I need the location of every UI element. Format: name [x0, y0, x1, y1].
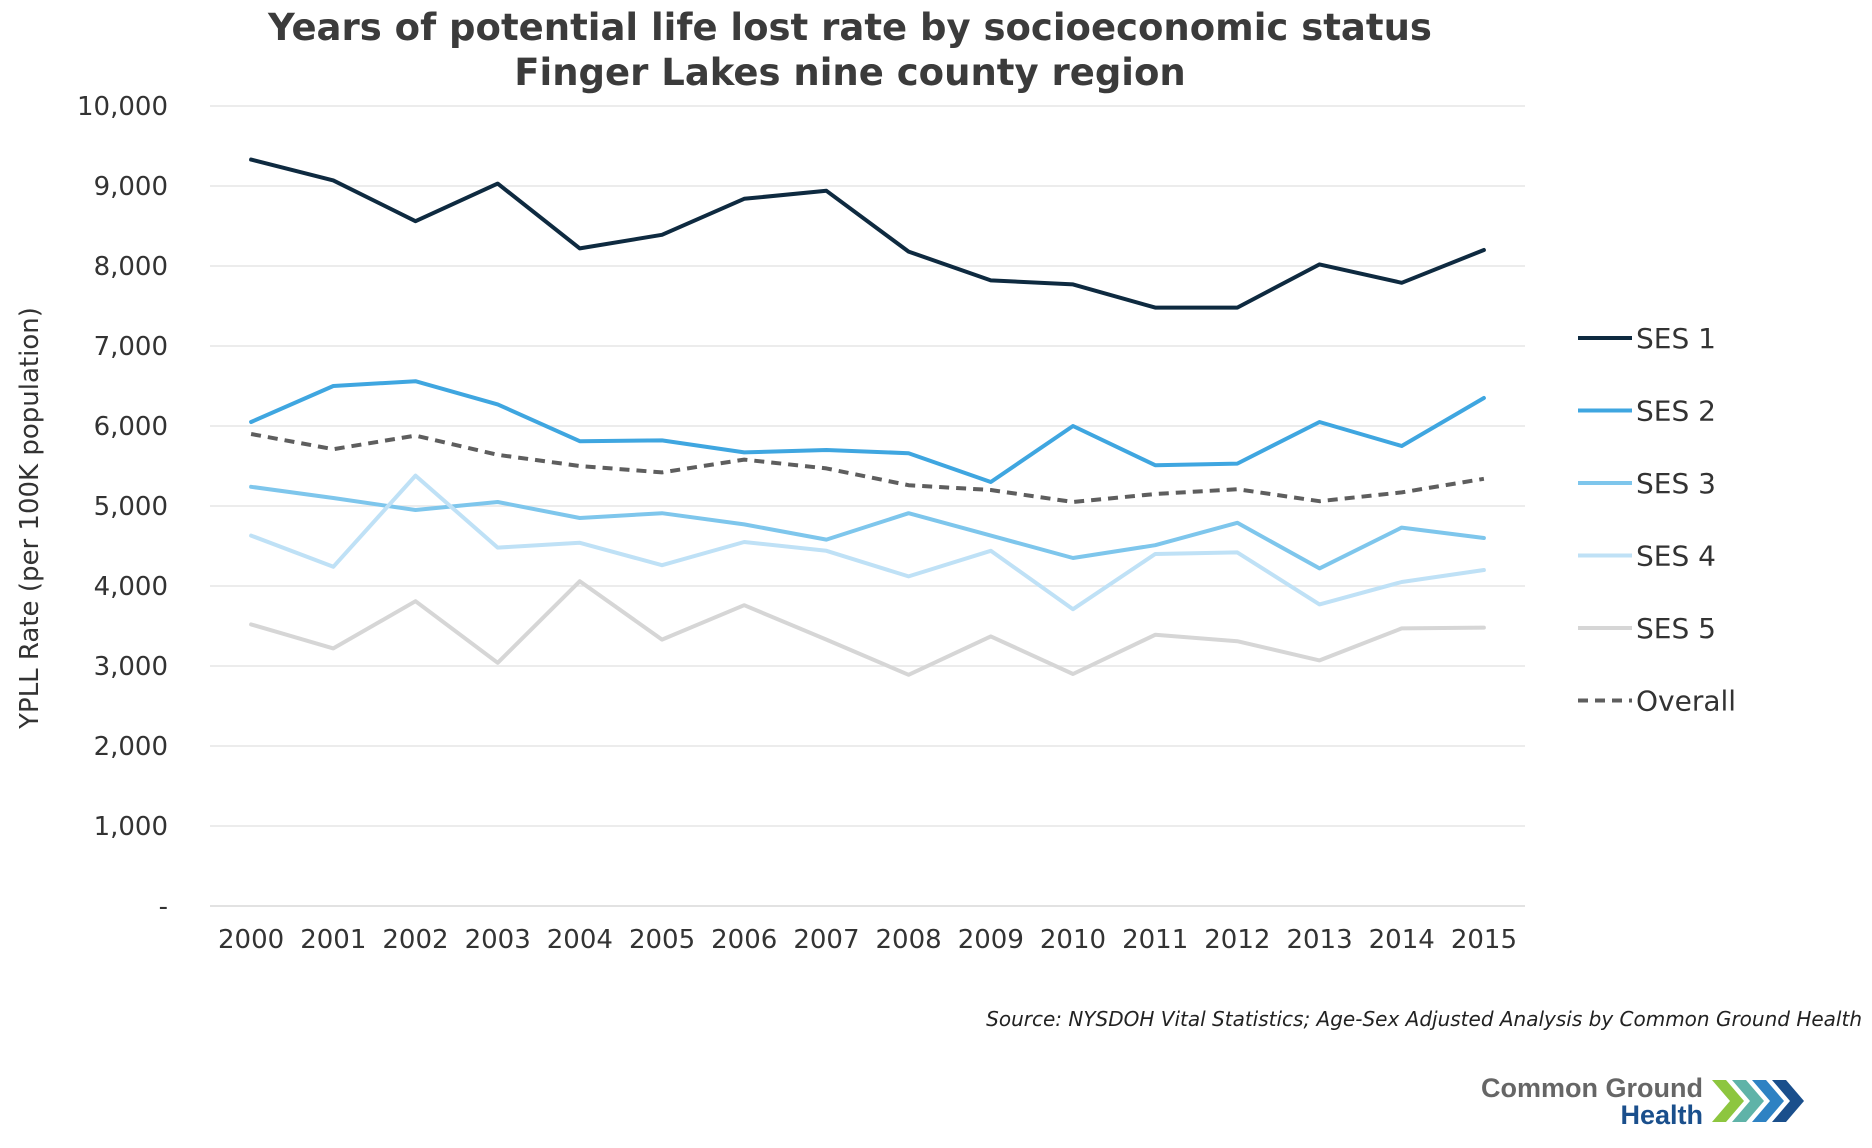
y-tick-label: 7,000: [94, 332, 168, 362]
y-tick-label: 2,000: [94, 732, 168, 762]
y-tick-label: 9,000: [94, 172, 168, 202]
logo-chevron-icon: [1712, 1080, 1804, 1122]
x-tick-label: 2008: [876, 925, 942, 955]
series-line-ses-5: [249, 579, 1486, 677]
x-tick-label: 2001: [300, 925, 366, 955]
series-lines: [249, 157, 1486, 677]
x-tick-label: 2011: [1122, 925, 1188, 955]
logo-chevron: [1752, 1080, 1784, 1122]
x-tick-label: 2003: [465, 925, 531, 955]
x-tick-label: 2009: [958, 925, 1024, 955]
x-tick-label: 2010: [1040, 925, 1106, 955]
series-line-overall: [250, 432, 1485, 504]
y-tick-label: 10,000: [77, 92, 168, 122]
x-tick-label: 2015: [1451, 925, 1517, 955]
x-tick-label: 2000: [218, 925, 284, 955]
series-line-ses-3: [249, 484, 1486, 571]
legend-label: SES 3: [1636, 467, 1716, 500]
y-tick-label: 1,000: [94, 812, 168, 842]
x-tick-label: 2014: [1369, 925, 1435, 955]
logo-text-line-2: Health: [1620, 1100, 1703, 1130]
legend-label: Overall: [1636, 685, 1736, 718]
logo: Common Ground Health: [1481, 1073, 1804, 1130]
logo-text-line-1: Common Ground: [1481, 1073, 1703, 1103]
y-axis-title: YPLL Rate (per 100K population): [15, 307, 45, 730]
chart-title-line-1: Years of potential life lost rate by soc…: [267, 6, 1432, 49]
x-tick-label: 2012: [1204, 925, 1270, 955]
logo-chevron: [1732, 1080, 1764, 1122]
source-note: Source: NYSDOH Vital Statistics; Age-Sex…: [986, 1007, 1862, 1031]
y-tick-label: 3,000: [94, 652, 168, 682]
y-tick-label: 8,000: [94, 252, 168, 282]
y-tick-label: -: [159, 892, 168, 922]
x-tick-label: 2005: [629, 925, 695, 955]
y-tick-label: 4,000: [94, 572, 168, 602]
x-axis-tick-labels: 2000 2001 2002 2003 2004 2005 2006 2007 2008 2009…: [218, 925, 1517, 955]
y-axis-tick-labels: - 1,000 2,000 3,000 4,000 5,000 6,000 7,000 8,00…: [77, 92, 168, 922]
y-tick-label: 5,000: [94, 492, 168, 522]
legend-label: SES 2: [1636, 395, 1716, 428]
x-tick-label: 2007: [793, 925, 859, 955]
logo-chevron: [1712, 1080, 1744, 1122]
legend-label: SES 1: [1636, 322, 1716, 355]
legend: SES 1 SES 2 SES 3 SES 4 SES 5 Overall: [1578, 322, 1736, 718]
x-tick-label: 2002: [382, 925, 448, 955]
y-tick-label: 6,000: [94, 412, 168, 442]
logo-chevron: [1772, 1080, 1804, 1122]
x-tick-label: 2006: [711, 925, 777, 955]
chart-title-line-2: Finger Lakes nine county region: [514, 51, 1186, 94]
x-tick-label: 2013: [1286, 925, 1352, 955]
gridlines: [210, 105, 1525, 907]
series-line-ses-2: [249, 379, 1486, 484]
series-line-ses-1: [249, 157, 1486, 310]
legend-label: SES 4: [1636, 540, 1716, 573]
series-line-ses-4: [249, 473, 1486, 612]
x-tick-label: 2004: [547, 925, 613, 955]
legend-label: SES 5: [1636, 612, 1716, 645]
